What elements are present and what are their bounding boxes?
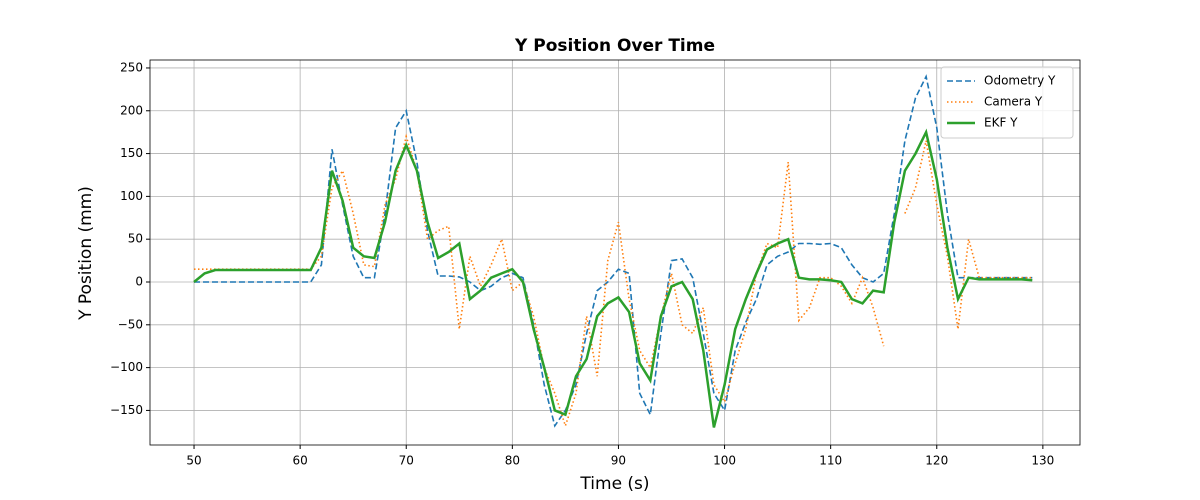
- x-tick-label: 90: [611, 454, 626, 468]
- series-line: [194, 133, 1033, 429]
- x-tick-label: 110: [819, 454, 842, 468]
- y-tick-label: 100: [120, 189, 143, 203]
- y-tick-label: −100: [110, 360, 143, 374]
- y-tick-label: 50: [128, 232, 143, 246]
- y-tick-label: −50: [118, 317, 143, 331]
- legend-box: [940, 66, 1074, 139]
- x-tick-label: 130: [1031, 454, 1054, 468]
- x-tick-label: 80: [505, 454, 520, 468]
- x-tick-label: 70: [399, 454, 414, 468]
- chart-title: Y Position Over Time: [514, 36, 715, 56]
- legend-label: Camera Y: [984, 95, 1043, 109]
- x-tick-label: 100: [713, 454, 736, 468]
- x-tick-label: 60: [292, 454, 307, 468]
- legend-label: EKF Y: [984, 116, 1018, 130]
- x-axis-label: Time (s): [579, 474, 649, 494]
- y-tick-label: 200: [120, 103, 143, 117]
- legend-label: Odometry Y: [984, 74, 1056, 88]
- y-tick-label: 150: [120, 146, 143, 160]
- y-tick-label: 250: [120, 60, 143, 74]
- x-tick-label: 120: [925, 454, 948, 468]
- series-line: [194, 74, 1033, 428]
- y-axis-label: Y Position (mm): [76, 186, 96, 321]
- series-line: [193, 128, 1033, 428]
- plot-frame: [149, 59, 1081, 446]
- y-tick-label: −150: [110, 403, 143, 417]
- y-tick-label: 0: [135, 274, 143, 288]
- x-tick-label: 50: [186, 454, 201, 468]
